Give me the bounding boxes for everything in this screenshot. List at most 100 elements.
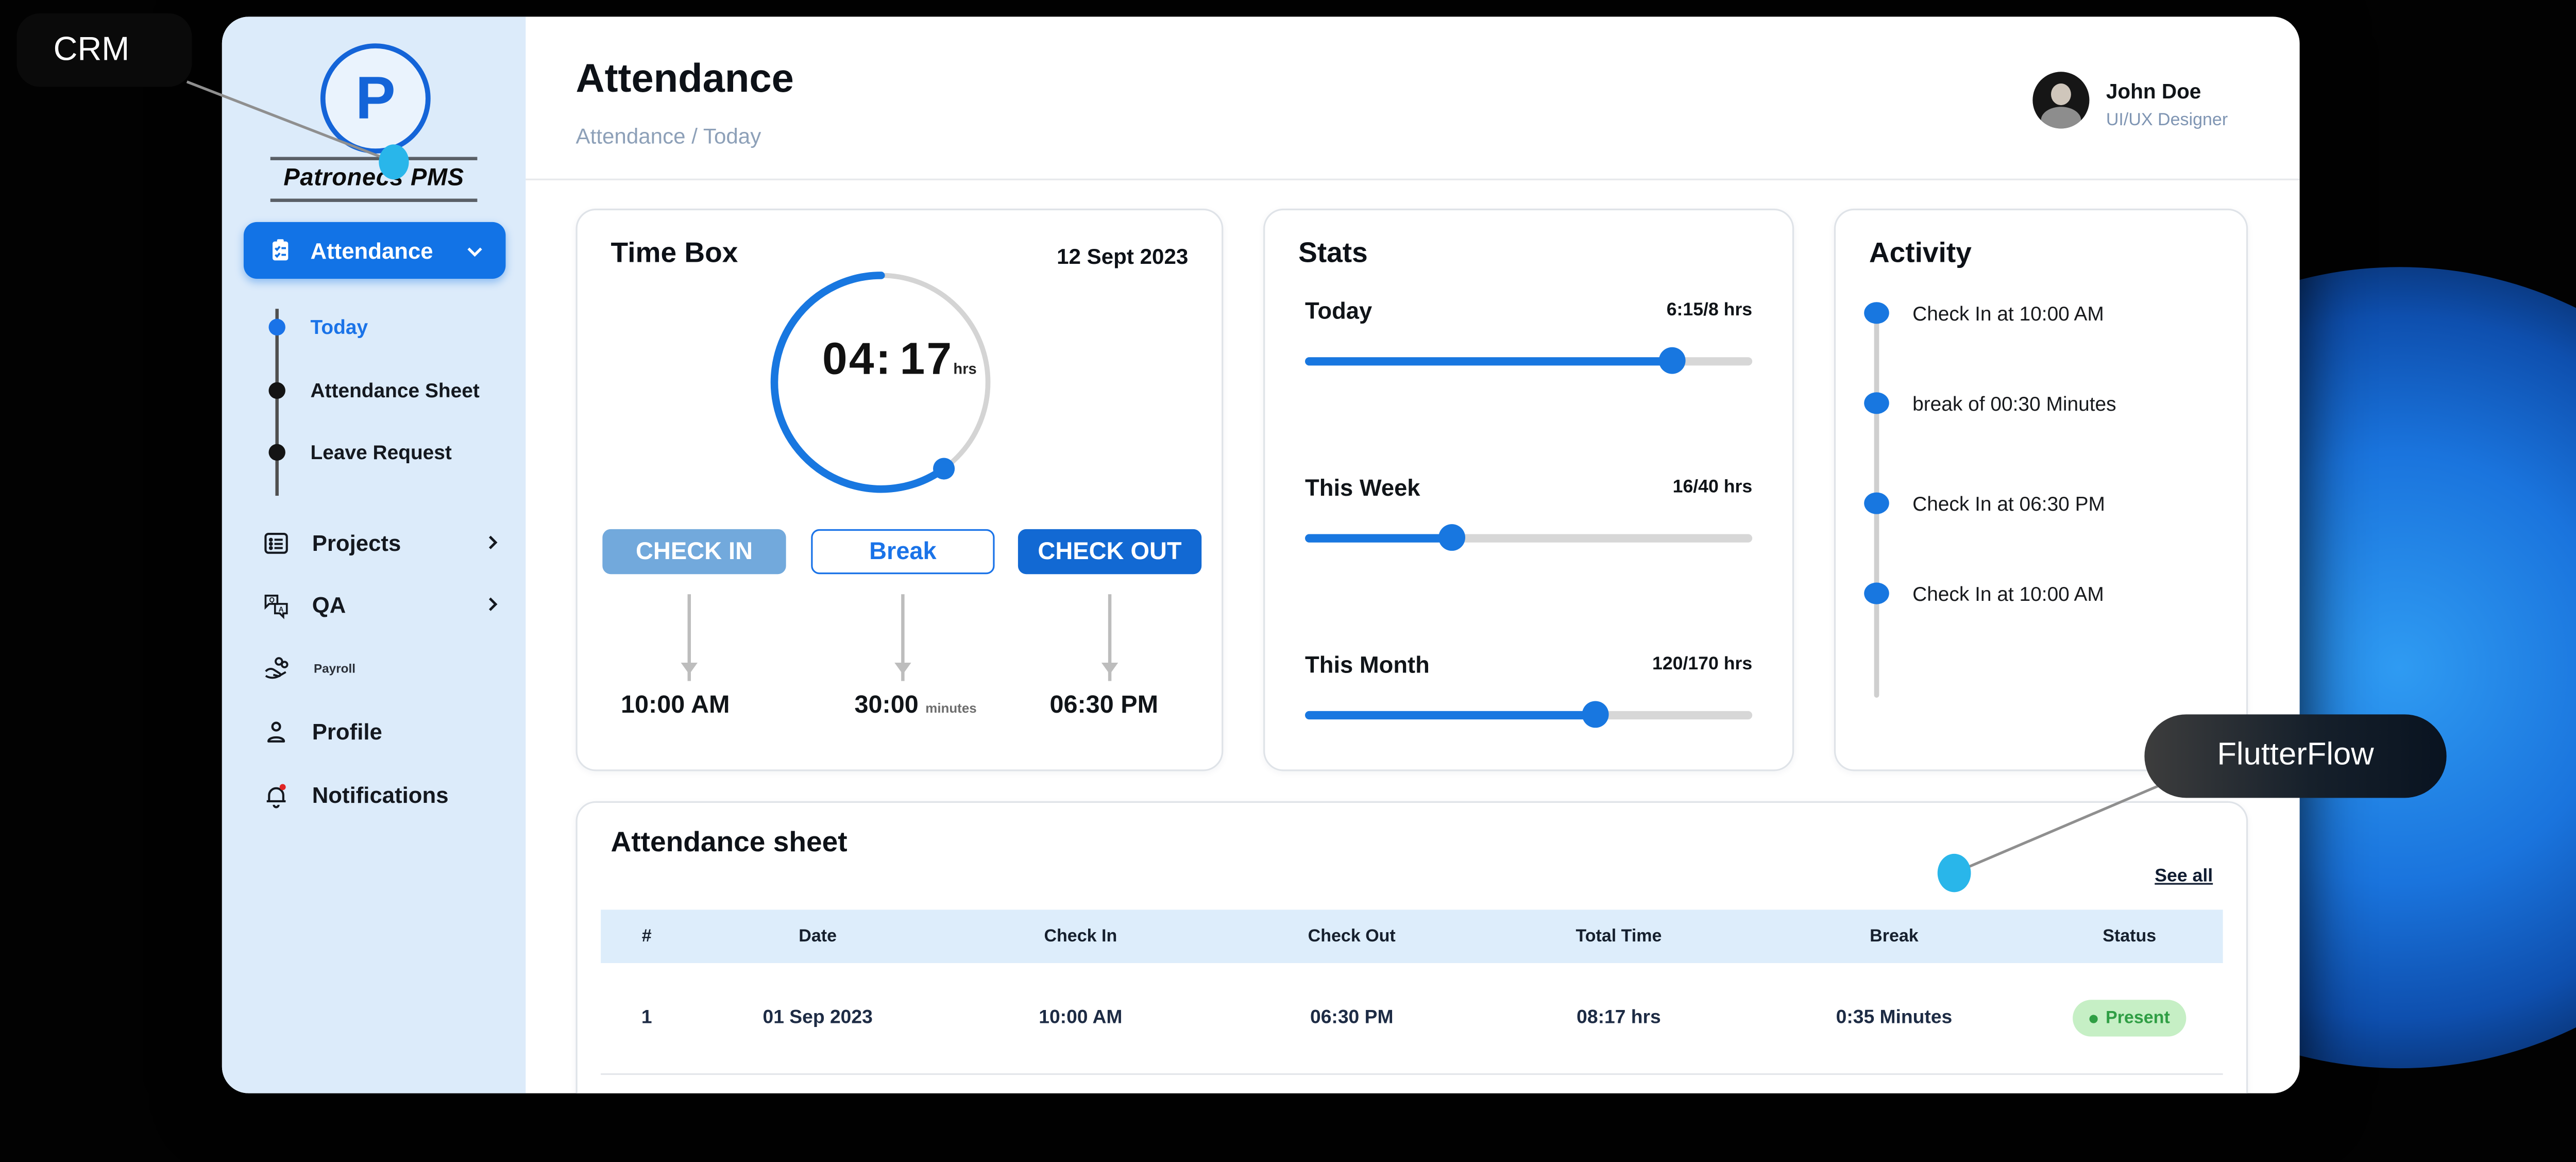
sidebar-item-today[interactable]: Today (310, 315, 368, 339)
slider-fill (1305, 534, 1453, 543)
break-button[interactable]: Break (811, 529, 995, 575)
attendance-clipboard-icon (267, 237, 294, 264)
stats-card: Stats Today 6:15/8 hrs This Week 16/40 h… (1263, 208, 1794, 771)
row-check-out: 06:30 PM (1310, 1008, 1394, 1029)
slider-thumb[interactable] (1658, 347, 1685, 374)
brand-divider-top (270, 157, 478, 160)
chevron-right-icon (482, 594, 502, 614)
app-window: P Patronecs PMS Attendance (222, 16, 2300, 1093)
payroll-hand-coins-icon (262, 653, 292, 683)
month-progress-slider[interactable] (1305, 701, 1753, 728)
stats-title: Stats (1298, 237, 1368, 269)
brand-divider-bottom (270, 198, 478, 202)
row-break: 0:35 Minutes (1836, 1008, 1953, 1029)
column-header: Total Time (1575, 926, 1662, 947)
week-progress-slider[interactable] (1305, 524, 1753, 551)
row-date: 01 Sep 2023 (762, 1008, 873, 1029)
sidebar-item-notifications[interactable]: Notifications (222, 769, 526, 819)
activity-item: Check In at 06:30 PM (1912, 492, 2105, 516)
column-header: Status (2103, 926, 2157, 947)
timer-ring (770, 272, 991, 493)
page-title: Attendance (575, 57, 794, 102)
see-all-link[interactable]: See all (2155, 866, 2213, 887)
timer-progress-dot (933, 458, 955, 480)
avatar-shirt (2041, 107, 2081, 129)
sidebar-item-notifications-label: Notifications (312, 782, 449, 807)
breadcrumb[interactable]: Attendance / Today (575, 123, 761, 149)
stat-row-this-month: This Month 120/170 hrs (1305, 651, 1753, 728)
column-header: Break (1870, 926, 1919, 947)
time-box-card: Time Box 12 Sept 2023 04: 17hrs CHECK IN… (575, 208, 1224, 771)
sidebar-item-profile-label: Profile (312, 718, 382, 744)
slider-thumb[interactable] (1582, 701, 1609, 728)
brand-name: Patronecs PMS (283, 165, 464, 192)
stat-label: Today (1305, 297, 1372, 324)
notifications-bell-icon (262, 780, 291, 809)
svg-text:Q: Q (269, 595, 275, 603)
check-in-time: 10:00 AM (620, 691, 730, 720)
activity-dot (1864, 582, 1889, 604)
table-row[interactable]: 1 01 Sep 2023 10:00 AM 06:30 PM 08:17 hr… (601, 963, 2223, 1075)
timer-unit: hrs (953, 360, 977, 378)
timer-readout: 04: 17hrs (578, 334, 1222, 385)
chevron-right-icon (482, 532, 502, 552)
down-arrow-icon (895, 594, 909, 681)
row-check-in: 10:00 AM (1039, 1008, 1123, 1029)
stat-value: 16/40 hrs (1672, 477, 1753, 498)
user-role: UI/UX Designer (2106, 110, 2228, 130)
sidebar-item-qa[interactable]: Q A QA (222, 579, 526, 629)
time-box-title: Time Box (611, 237, 738, 269)
timer-minutes: 17 (900, 333, 954, 384)
sidebar-item-payroll-label: Payroll (313, 660, 356, 676)
stat-value: 6:15/8 hrs (1666, 300, 1753, 321)
brand-logo: P (320, 43, 431, 154)
activity-item: Check In at 10:00 AM (1912, 302, 2104, 326)
stat-label: This Week (1305, 474, 1420, 501)
sidebar-item-attendance[interactable]: Attendance (243, 222, 506, 279)
activity-card: Activity Check In at 10:00 AM break of 0… (1834, 208, 2248, 771)
sidebar-item-profile[interactable]: Profile (222, 706, 526, 756)
status-badge: Present (2072, 1000, 2187, 1037)
sidebar-item-projects[interactable]: Projects (222, 517, 526, 567)
subnav-dot-attendance-sheet (268, 382, 285, 399)
sidebar-item-projects-label: Projects (312, 530, 401, 555)
stat-label: This Month (1305, 651, 1430, 678)
avatar-face (2050, 83, 2071, 106)
crm-callout-badge: CRM (16, 13, 192, 87)
activity-item: Check In at 10:00 AM (1912, 582, 2104, 606)
check-out-time: 06:30 PM (1049, 691, 1159, 720)
avatar[interactable] (2032, 72, 2090, 129)
sidebar-item-leave-request[interactable]: Leave Request (310, 441, 452, 464)
column-header: Check Out (1308, 926, 1396, 947)
row-total-time: 08:17 hrs (1577, 1008, 1661, 1029)
slider-fill (1305, 711, 1596, 720)
column-header: Check In (1044, 926, 1117, 947)
check-out-button[interactable]: CHECK OUT (1018, 529, 1202, 575)
sidebar-item-payroll[interactable]: Payroll (222, 643, 526, 693)
check-in-button[interactable]: CHECK IN (602, 529, 786, 575)
activity-dot (1864, 302, 1889, 324)
brand-logo-letter: P (355, 63, 396, 132)
stat-row-today: Today 6:15/8 hrs (1305, 297, 1753, 374)
stat-row-this-week: This Week 16/40 hrs (1305, 474, 1753, 551)
column-header: Date (799, 926, 837, 947)
attendance-sheet-title: Attendance sheet (611, 826, 848, 858)
sidebar-subnav-line (275, 309, 279, 496)
crm-callout-label: CRM (53, 30, 130, 68)
table-header-row: # Date Check In Check Out Total Time Bre… (601, 910, 2223, 964)
header-divider (526, 178, 2300, 180)
break-duration: 30:00 minutes (854, 691, 977, 720)
sidebar-item-attendance-sheet[interactable]: Attendance Sheet (310, 379, 480, 402)
chevron-down-icon (464, 240, 485, 261)
sidebar-item-qa-label: QA (312, 592, 346, 617)
row-number: 1 (641, 1008, 652, 1029)
column-header: # (641, 926, 652, 947)
down-arrow-icon (1103, 594, 1115, 681)
timer-progress-arc (770, 272, 948, 493)
activity-dot (1864, 492, 1889, 514)
svg-text:A: A (279, 604, 284, 612)
status-dot-icon (2089, 1014, 2097, 1023)
slider-thumb[interactable] (1439, 524, 1466, 551)
subnav-dot-today (268, 318, 285, 336)
today-progress-slider[interactable] (1305, 347, 1753, 374)
